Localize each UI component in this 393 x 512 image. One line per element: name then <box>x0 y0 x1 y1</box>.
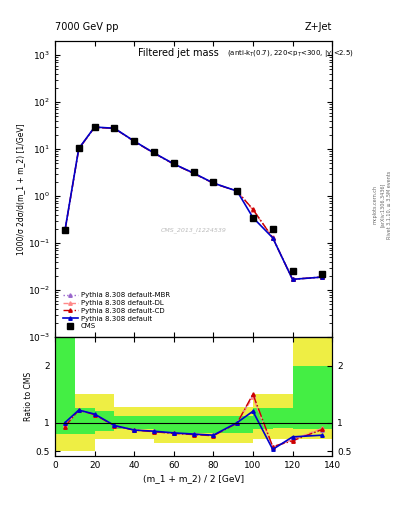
Text: Z+Jet: Z+Jet <box>305 22 332 32</box>
Line: Pythia 8.308 default-MBR: Pythia 8.308 default-MBR <box>63 125 324 281</box>
Pythia 8.308 default-MBR <box>290 276 295 282</box>
Pythia 8.308 default-DL <box>112 125 117 132</box>
Pythia 8.308 default-DL <box>92 124 97 130</box>
CMS <box>235 188 239 194</box>
Pythia 8.308 default-MBR <box>320 274 325 280</box>
Pythia 8.308 default <box>320 274 325 280</box>
Pythia 8.308 default <box>270 234 275 241</box>
Pythia 8.308 default <box>211 180 216 186</box>
CMS <box>171 160 176 166</box>
Pythia 8.308 default-MBR <box>270 234 275 241</box>
Pythia 8.308 default <box>92 124 97 130</box>
CMS <box>132 138 136 144</box>
Pythia 8.308 default <box>191 170 196 176</box>
CMS <box>62 227 67 233</box>
CMS <box>152 150 156 156</box>
Text: Filtered jet mass: Filtered jet mass <box>138 48 219 58</box>
Pythia 8.308 default-CD <box>152 150 156 156</box>
Pythia 8.308 default-DL <box>171 161 176 167</box>
CMS <box>251 215 255 221</box>
Pythia 8.308 default-CD <box>211 180 216 186</box>
CMS <box>320 271 325 277</box>
Pythia 8.308 default-CD <box>270 234 275 241</box>
Pythia 8.308 default <box>251 215 255 221</box>
Pythia 8.308 default-CD <box>171 161 176 167</box>
Pythia 8.308 default-CD <box>235 188 239 195</box>
CMS <box>211 179 216 185</box>
Pythia 8.308 default-MBR <box>152 150 156 156</box>
Pythia 8.308 default-CD <box>62 228 67 234</box>
Pythia 8.308 default <box>235 188 239 194</box>
Pythia 8.308 default <box>62 227 67 233</box>
Y-axis label: Ratio to CMS: Ratio to CMS <box>24 372 33 421</box>
Text: [arXiv:1306.3436]: [arXiv:1306.3436] <box>380 183 384 227</box>
Pythia 8.308 default-DL <box>191 170 196 176</box>
Pythia 8.308 default-DL <box>270 234 275 241</box>
Pythia 8.308 default <box>76 145 81 152</box>
CMS <box>76 145 81 151</box>
Text: CMS_2013_I1224539: CMS_2013_I1224539 <box>161 228 226 233</box>
Text: mcplots.cern.ch: mcplots.cern.ch <box>373 185 378 224</box>
CMS <box>92 123 97 130</box>
Pythia 8.308 default-CD <box>320 274 325 280</box>
CMS <box>270 226 275 232</box>
Text: Rivet 3.1.10, ≥ 3.5M events: Rivet 3.1.10, ≥ 3.5M events <box>387 170 391 239</box>
Pythia 8.308 default-CD <box>112 125 117 132</box>
CMS <box>112 125 117 131</box>
Pythia 8.308 default <box>132 138 136 144</box>
Pythia 8.308 default-MBR <box>132 138 136 144</box>
Line: Pythia 8.308 default-DL: Pythia 8.308 default-DL <box>63 125 324 281</box>
Pythia 8.308 default-MBR <box>211 180 216 186</box>
Line: CMS: CMS <box>62 124 325 277</box>
Pythia 8.308 default <box>112 125 117 132</box>
Pythia 8.308 default-DL <box>290 276 295 283</box>
Text: (anti-k$_T$(0.7), 220<p$_T$<300, |y|<2.5): (anti-k$_T$(0.7), 220<p$_T$<300, |y|<2.5… <box>227 48 354 59</box>
Pythia 8.308 default-MBR <box>92 124 97 130</box>
Y-axis label: 1000/σ 2dσ/d(m_1 + m_2) [1/GeV]: 1000/σ 2dσ/d(m_1 + m_2) [1/GeV] <box>16 123 25 255</box>
Pythia 8.308 default <box>171 161 176 167</box>
Pythia 8.308 default-MBR <box>62 228 67 234</box>
Pythia 8.308 default-CD <box>251 206 255 212</box>
Pythia 8.308 default-MBR <box>112 125 117 132</box>
Pythia 8.308 default-CD <box>92 124 97 131</box>
Pythia 8.308 default-DL <box>235 188 239 194</box>
Pythia 8.308 default-MBR <box>251 206 255 212</box>
Pythia 8.308 default <box>290 276 295 283</box>
Legend: Pythia 8.308 default-MBR, Pythia 8.308 default-DL, Pythia 8.308 default-CD, Pyth: Pythia 8.308 default-MBR, Pythia 8.308 d… <box>61 291 171 331</box>
Pythia 8.308 default-DL <box>251 207 255 213</box>
Pythia 8.308 default-MBR <box>191 170 196 176</box>
Pythia 8.308 default-DL <box>211 180 216 186</box>
Pythia 8.308 default-DL <box>132 138 136 144</box>
Pythia 8.308 default-DL <box>320 274 325 280</box>
Pythia 8.308 default-CD <box>76 146 81 152</box>
Pythia 8.308 default-CD <box>191 170 196 177</box>
X-axis label: (m_1 + m_2) / 2 [GeV]: (m_1 + m_2) / 2 [GeV] <box>143 474 244 483</box>
Pythia 8.308 default-CD <box>132 138 136 144</box>
Line: Pythia 8.308 default: Pythia 8.308 default <box>63 125 324 281</box>
Pythia 8.308 default-DL <box>62 228 67 234</box>
Text: 7000 GeV pp: 7000 GeV pp <box>55 22 119 32</box>
Pythia 8.308 default-MBR <box>76 146 81 152</box>
CMS <box>290 268 295 274</box>
Pythia 8.308 default-MBR <box>171 161 176 167</box>
Pythia 8.308 default-DL <box>152 150 156 156</box>
Pythia 8.308 default-CD <box>290 276 295 283</box>
Pythia 8.308 default-MBR <box>235 188 239 194</box>
CMS <box>191 169 196 176</box>
Line: Pythia 8.308 default-CD: Pythia 8.308 default-CD <box>63 125 324 281</box>
Pythia 8.308 default <box>152 150 156 156</box>
Pythia 8.308 default-DL <box>76 145 81 152</box>
